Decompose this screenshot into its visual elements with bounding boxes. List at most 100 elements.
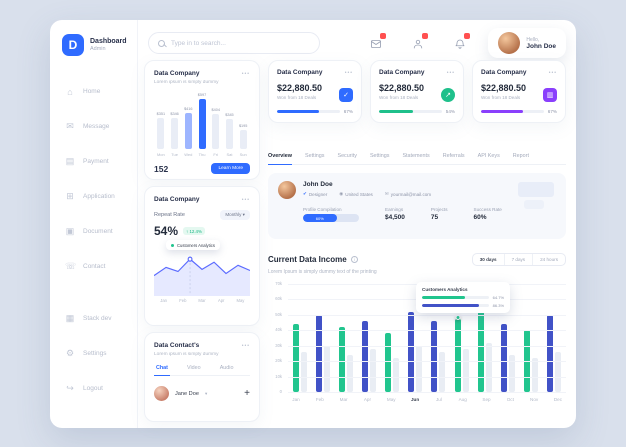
month-group [431,321,446,392]
gridline [288,361,566,362]
sidebar-item-label: Settings [83,350,107,357]
user-name: John Doe [526,42,556,50]
card-menu-icon[interactable]: ••• [241,196,250,203]
chart-icon: ▥ [543,88,557,102]
user-menu[interactable]: Hello, John Doe [488,28,566,58]
profile-card: John Doe ✔ Designer ◉ United States ✉ yourmai… [268,173,566,239]
tab-audio[interactable]: Audio [219,365,234,371]
stat-subtitle: Won from 18 Deals [481,95,521,100]
tab-chat[interactable]: Chat [154,365,170,376]
card-menu-icon[interactable]: ••• [446,69,455,76]
progress-fill [422,303,480,308]
profile-stats: Profile Compilation 60% Earnings $4,500 Pr… [303,207,556,222]
user-icon[interactable] [412,33,429,49]
range-30-days[interactable]: 30 days [479,257,497,262]
bar-group: $597 [195,93,209,149]
sidebar-item-payment[interactable]: ▤ Payment [50,144,137,179]
sidebar-item-message[interactable]: ✉ Message [50,109,137,144]
user-avatar [498,32,521,54]
topbar-icons [370,33,471,49]
month-group [362,321,377,392]
bell-icon[interactable] [454,33,471,49]
bar [225,119,233,149]
month-label: Jan [160,298,167,303]
x-axis-label: Jan [292,397,300,402]
sidebar-item-home[interactable]: ⌂ Home [50,74,137,109]
gridline [288,377,566,378]
notification-badge [464,33,471,39]
dashboard-window: D Dashboard Admin ⌂ Home ✉ Message ▤ Payment ⊞… [50,20,576,428]
settings-icon: ⚙ [65,348,75,358]
tab-api-keys[interactable]: API Keys [477,153,500,159]
sidebar-item-application[interactable]: ⊞ Application [50,179,137,214]
search-input[interactable]: Type in to search... [148,32,320,54]
add-contact-button[interactable]: + [244,387,250,399]
range-selector: 30 days 7 days 24 hours [471,253,566,266]
range-7-days[interactable]: 7 days [503,254,533,265]
stack-icon: ▦ [65,313,75,323]
contact-row[interactable]: Jane Doe ▾ + [154,386,250,401]
stat-label: Projects [430,207,448,212]
progress-track [422,303,489,308]
tab-video[interactable]: Video [186,365,201,371]
sidebar-item-document[interactable]: ▣ Document [50,214,137,249]
mail-icon[interactable] [370,33,387,49]
x-axis-label: Apr [363,397,372,402]
y-axis-label: 60k [275,296,282,301]
stat-card-title: Data Company [277,69,323,76]
profile-badges: ✔ Designer ◉ United States ✉ yourmail@mail.co… [303,191,431,197]
day-label: Sat [226,152,233,157]
sidebar-item-stack-dev[interactable]: ▦ Stack dev [50,301,137,336]
income-bar-secondary [370,349,377,392]
card-menu-icon[interactable]: ••• [344,69,353,76]
stat-cards: Data Company ••• $22,880.50 Won from 18 Dea… [268,60,566,123]
tab-security[interactable]: Security [337,153,357,159]
progress-track [481,109,544,114]
month-label: Apr [217,298,225,303]
tooltip-progress: 64.7% [422,295,504,300]
sidebar-item-settings[interactable]: ⚙ Settings [50,336,137,371]
month-group [316,315,331,392]
x-axis-label: Dec [553,397,563,402]
sidebar-item-contact[interactable]: ☏ Contact [50,249,137,284]
x-axis-label: May [386,397,396,402]
greeting: Hello, [526,36,540,43]
tab-settings[interactable]: Settings [304,153,325,159]
period-select[interactable]: Monthly ▾ [220,210,250,220]
income-section: Current Data Income i 30 days 7 days 24 ho… [268,253,566,420]
stat-amount: $22,880.50 [481,83,527,93]
bar [157,118,165,149]
tab-settings[interactable]: Settings [369,153,390,159]
gridline [288,315,566,316]
progress-track [379,109,442,114]
card-menu-icon[interactable]: ••• [241,70,250,77]
learn-more-button[interactable]: Learn More [211,163,250,174]
card-menu-icon[interactable]: ••• [548,69,557,76]
sidebar-item-label: Application [83,193,115,200]
income-bar-secondary [508,355,515,392]
tab-report[interactable]: Report [512,153,529,159]
message-icon: ✉ [66,121,74,131]
card-subtitle: Lorem ipsum is simply dummy [154,352,219,357]
tab-referrals[interactable]: Referrals [442,153,465,159]
sidebar-menu: ⌂ Home ✉ Message ▤ Payment ⊞ Application ▣ Docume… [50,74,137,406]
card-menu-icon[interactable]: ••• [241,342,250,349]
progress-label: 54% [445,109,455,114]
sidebar-item-label: Message [83,123,110,130]
income-bar [385,333,392,392]
weekday-labels: Mon Tue Wed Thu Fri Sat Sun [154,152,250,157]
income-bar-chart: Jan Feb Mar Apr May Jun Jul Aug Sep Oct Nov Dec Cus… [268,281,566,412]
tab-statements[interactable]: Statements [402,153,430,159]
day-label: Tue [171,152,178,157]
repeat-rate-value: 54% [154,224,179,238]
dot-icon [171,243,174,247]
sidebar-item-logout[interactable]: ↪ Logout [50,371,137,406]
stat-value: 75 [430,214,439,221]
income-bar-secondary [554,352,561,392]
profile-stat-earnings: Earnings $4,500 [385,207,405,221]
tab-overview[interactable]: Overview [268,153,292,165]
info-icon[interactable]: i [350,256,358,263]
range-24-hours[interactable]: 24 hours [532,254,565,265]
progress-fill [379,109,413,114]
bar-value-label: $195 [238,124,248,128]
